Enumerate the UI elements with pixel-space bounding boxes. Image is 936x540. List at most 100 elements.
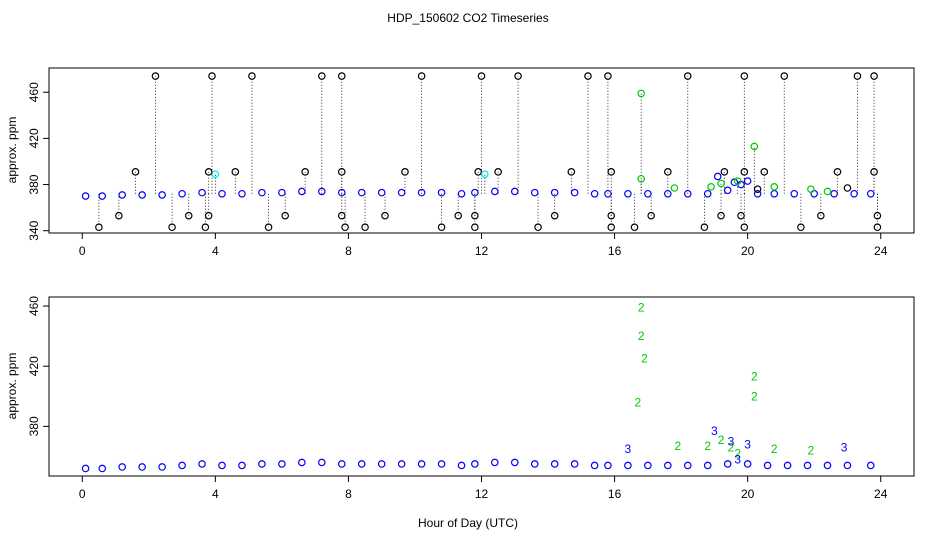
- top-point-black: [204, 211, 213, 220]
- top-point-blue: [118, 191, 126, 199]
- top-point-green: [637, 174, 645, 183]
- bottom-point-blue: [81, 464, 90, 473]
- top-x-tick-label: 4: [212, 244, 219, 258]
- top-point-black: [471, 223, 479, 232]
- bottom-point-blue: [803, 461, 812, 470]
- top-point-black: [584, 72, 592, 80]
- bottom-point-blue: [843, 461, 852, 470]
- top-point-black: [95, 223, 103, 232]
- top-point-blue: [98, 192, 107, 200]
- bottom-point-blue: [158, 463, 166, 471]
- top-point-black: [337, 168, 346, 176]
- top-point-black: [361, 223, 369, 232]
- bottom-label-point-green: 2: [635, 395, 642, 409]
- bottom-point-blue: [278, 460, 286, 468]
- top-point-black: [248, 72, 256, 80]
- top-point-blue: [318, 187, 326, 196]
- bottom-point-blue: [238, 461, 246, 470]
- top-point-blue: [81, 192, 90, 200]
- bottom-point-blue: [437, 460, 446, 468]
- top-point-black: [740, 223, 749, 232]
- top-y-tick-label: 340: [27, 220, 41, 240]
- bottom-label-point-blue: 3: [841, 440, 848, 454]
- top-point-black: [437, 223, 446, 232]
- bottom-point-blue: [530, 460, 539, 468]
- top-point-black: [131, 168, 140, 176]
- top-point-blue: [377, 188, 386, 197]
- top-point-black: [168, 223, 176, 232]
- bottom-point-blue: [178, 461, 186, 470]
- top-point-green: [670, 184, 679, 192]
- top-point-black: [474, 168, 482, 176]
- top-point-black: [740, 168, 749, 176]
- top-point-blue: [218, 189, 226, 198]
- top-point-blue: [743, 177, 752, 185]
- top-y-axis-label: approx. ppm: [5, 117, 19, 184]
- top-y-tick-label: 460: [27, 82, 41, 102]
- top-x-tick-label: 8: [345, 244, 352, 258]
- top-point-black: [204, 168, 213, 176]
- top-point-black: [477, 72, 486, 80]
- top-point-blue: [258, 188, 266, 197]
- top-point-green: [733, 177, 742, 185]
- top-point-blue: [850, 189, 858, 198]
- top-point-black: [184, 211, 193, 220]
- bottom-x-tick-label: 16: [608, 487, 622, 501]
- top-point-black: [664, 168, 672, 176]
- top-point-blue: [730, 178, 739, 187]
- top-point-blue: [158, 191, 166, 199]
- top-point-blue: [278, 188, 286, 197]
- top-point-blue: [830, 189, 838, 198]
- top-point-green: [717, 179, 725, 188]
- bottom-label-point-blue: 3: [728, 434, 735, 448]
- top-point-black: [607, 168, 616, 176]
- top-point-blue: [457, 189, 466, 198]
- top-point-black: [301, 168, 309, 176]
- top-point-blue: [624, 189, 632, 198]
- top-y-tick-label: 380: [27, 174, 41, 194]
- bottom-point-blue: [624, 461, 632, 470]
- bottom-point-blue: [783, 461, 792, 470]
- bottom-label-point-green: 2: [641, 352, 648, 366]
- bottom-point-blue: [357, 460, 366, 468]
- bottom-label-point-green: 2: [674, 439, 681, 453]
- top-point-blue: [866, 189, 875, 198]
- bottom-point-blue: [664, 461, 672, 470]
- top-y-axis: 340 380 420 460: [27, 82, 49, 241]
- top-point-black: [607, 211, 616, 220]
- bottom-x-tick-label: 8: [345, 487, 352, 501]
- top-point-black: [720, 168, 729, 176]
- top-point-blue: [770, 189, 779, 198]
- bottom-label-point-green: 2: [734, 446, 741, 460]
- bottom-point-blue: [118, 463, 126, 471]
- top-x-tick-label: 12: [475, 244, 489, 258]
- top-point-blue: [491, 187, 499, 196]
- bottom-x-axis: 0 4 8 12 16 20 24: [79, 476, 888, 501]
- bottom-plot-frame: [48, 296, 915, 477]
- top-point-black: [337, 211, 346, 220]
- top-point-blue: [357, 188, 366, 197]
- bottom-label-point-green: 2: [808, 443, 815, 457]
- bottom-y-axis-label: approx. ppm: [5, 353, 19, 420]
- top-point-blue: [178, 189, 186, 198]
- bottom-point-blue: [457, 461, 466, 470]
- top-point-black: [401, 168, 409, 176]
- bottom-point-blue: [644, 461, 652, 470]
- top-point-black: [471, 211, 479, 220]
- top-point-green: [807, 185, 815, 193]
- top-point-black: [753, 185, 762, 193]
- top-point-blue: [510, 187, 519, 196]
- top-point-black: [337, 72, 346, 80]
- bottom-label-point-blue: 3: [711, 424, 718, 438]
- top-point-blue: [417, 188, 426, 197]
- top-point-cyan: [481, 170, 489, 178]
- bottom-label-point-blue: 3: [744, 437, 751, 451]
- bottom-point-blue: [471, 460, 479, 468]
- bottom-point-blue: [550, 460, 559, 468]
- top-point-black: [870, 168, 878, 176]
- bottom-y-tick-label: 380: [27, 416, 41, 436]
- top-point-black: [740, 72, 749, 80]
